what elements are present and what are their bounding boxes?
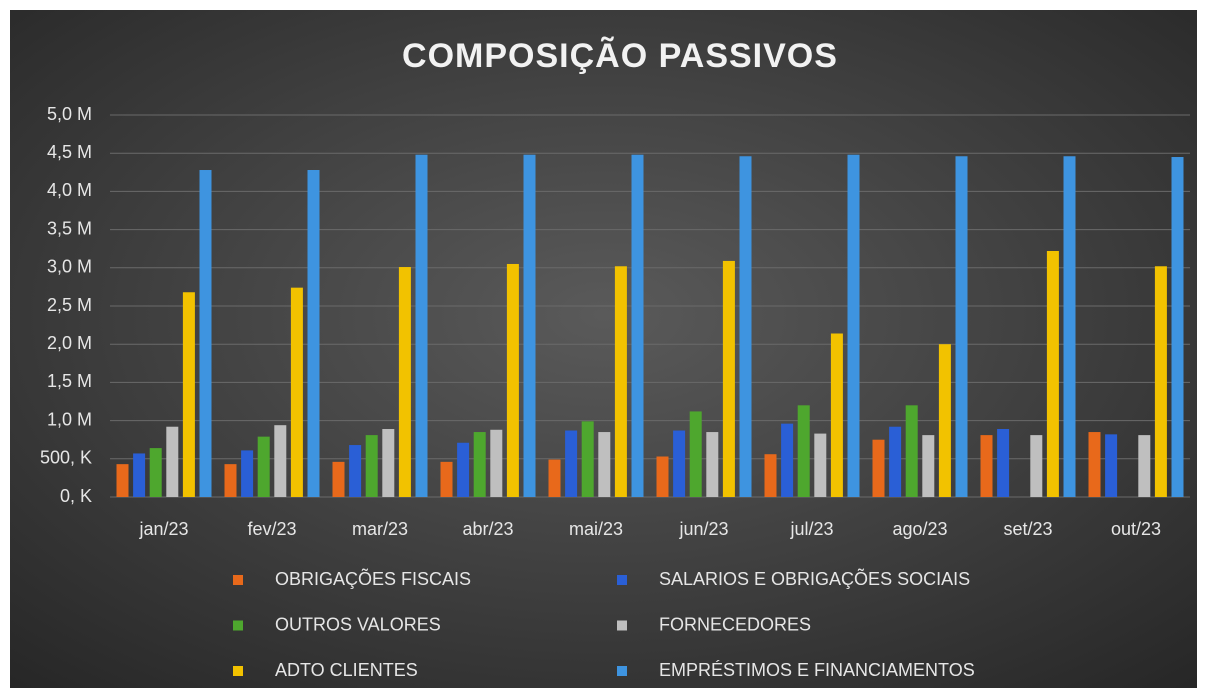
bar <box>656 456 669 497</box>
y-tick-label: 5,0 M <box>47 104 92 124</box>
y-tick-label: 3,5 M <box>47 218 92 238</box>
bar <box>307 170 320 497</box>
bar <box>1030 435 1043 497</box>
bar <box>382 429 395 497</box>
bar <box>332 461 345 497</box>
bar <box>1138 435 1151 497</box>
bar <box>1088 432 1101 497</box>
bar <box>398 267 411 497</box>
bar <box>955 156 968 498</box>
y-tick-label: 1,0 M <box>47 409 92 429</box>
bar <box>764 454 777 497</box>
bar <box>1105 434 1118 497</box>
bar <box>1171 157 1184 497</box>
bar <box>889 426 902 497</box>
legend-marker <box>233 620 243 631</box>
bar <box>905 405 918 497</box>
bar <box>1154 266 1167 497</box>
bar <box>199 170 212 497</box>
x-tick-label: jul/23 <box>789 519 833 539</box>
bar <box>257 436 270 497</box>
y-tick-label: 4,5 M <box>47 142 92 162</box>
bar <box>872 439 885 497</box>
bar <box>614 266 627 497</box>
x-tick-label: ago/23 <box>892 519 947 539</box>
bar <box>149 448 162 497</box>
y-tick-label: 2,0 M <box>47 333 92 353</box>
bar <box>673 430 686 497</box>
legend-marker <box>617 620 627 631</box>
legend-label: ADTO CLIENTES <box>275 660 418 680</box>
bar <box>706 432 719 497</box>
bar <box>473 432 486 497</box>
bar <box>457 442 470 497</box>
x-tick-label: mai/23 <box>569 519 623 539</box>
bar <box>523 154 536 497</box>
bar <box>133 453 146 497</box>
y-tick-label: 0, K <box>60 486 92 506</box>
bar <box>349 445 362 497</box>
bar <box>980 435 993 497</box>
bar <box>241 450 254 497</box>
bar <box>739 156 752 498</box>
bar <box>224 464 237 497</box>
y-tick-label: 1,5 M <box>47 371 92 391</box>
bar <box>997 429 1010 497</box>
chart-title: COMPOSIÇÃO PASSIVOS <box>402 37 838 75</box>
x-tick-label: set/23 <box>1003 519 1052 539</box>
bar <box>490 429 503 497</box>
bar <box>847 154 860 497</box>
legend-marker <box>233 666 243 676</box>
legend-marker <box>617 575 627 585</box>
legend-label: EMPRÉSTIMOS E FINANCIAMENTOS <box>659 660 975 680</box>
legend-label: SALARIOS E OBRIGAÇÕES SOCIAIS <box>659 568 970 589</box>
x-tick-label: jan/23 <box>138 519 188 539</box>
bar <box>440 461 453 497</box>
bar <box>781 423 794 497</box>
bar <box>722 260 735 497</box>
y-tick-label: 3,0 M <box>47 257 92 277</box>
x-tick-label: jun/23 <box>678 519 728 539</box>
x-tick-label: out/23 <box>1111 519 1161 539</box>
legend-label: OBRIGAÇÕES FISCAIS <box>275 568 471 589</box>
bar <box>689 411 702 497</box>
y-tick-label: 500, K <box>40 448 92 468</box>
bar <box>1046 250 1059 497</box>
bar <box>290 287 303 497</box>
bar <box>274 425 287 497</box>
bar <box>631 154 644 497</box>
bar <box>548 459 561 497</box>
bar <box>581 421 594 497</box>
bar <box>506 263 519 497</box>
legend-label: FORNECEDORES <box>659 614 811 634</box>
bar <box>814 433 827 497</box>
bar <box>1063 156 1076 498</box>
bar <box>166 426 179 497</box>
bar <box>116 464 129 497</box>
x-tick-label: mar/23 <box>352 519 408 539</box>
bar <box>938 344 951 497</box>
y-tick-label: 2,5 M <box>47 295 92 315</box>
legend-marker <box>617 666 627 676</box>
bar <box>182 292 195 497</box>
y-tick-label: 4,0 M <box>47 180 92 200</box>
bar <box>797 405 810 497</box>
bar <box>830 333 843 497</box>
legend-label: OUTROS VALORES <box>275 614 441 634</box>
bar <box>565 430 578 497</box>
legend-marker <box>233 575 243 585</box>
bar <box>922 435 935 497</box>
bar <box>365 435 378 497</box>
x-tick-label: fev/23 <box>247 519 296 539</box>
x-tick-label: abr/23 <box>462 519 513 539</box>
bar <box>598 432 611 497</box>
bar <box>415 154 428 497</box>
